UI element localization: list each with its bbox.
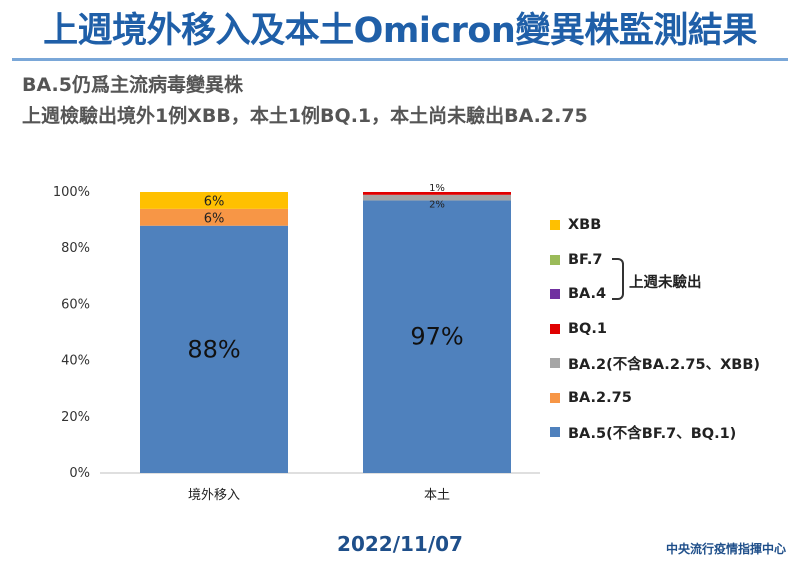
source-agency: 中央流行疫情指揮中心 xyxy=(665,542,786,556)
legend-bracket-label: 上週未驗出 xyxy=(629,275,702,291)
subtitle-detail: 上週檢驗出境外1例XBB，本土1例BQ.1，本土尚未驗出BA.2.75 xyxy=(22,105,588,127)
x-category-label: 本土 xyxy=(424,488,450,503)
legend-label: BA.2.75 xyxy=(568,389,632,406)
bar-segment-ba-5 xyxy=(363,200,511,473)
legend-swatch xyxy=(550,358,560,368)
legend-swatch xyxy=(550,254,560,265)
data-label: 88% xyxy=(187,335,240,363)
y-tick-label: 20% xyxy=(61,410,90,425)
data-label: 6% xyxy=(204,194,225,209)
legend-swatch xyxy=(550,220,560,230)
legend-bracket xyxy=(612,258,624,300)
legend-item: BA.5(不含BF.7、BQ.1) xyxy=(550,422,736,442)
legend-item: BA.4 xyxy=(550,284,606,304)
y-tick-label: 40% xyxy=(61,354,90,369)
legend-swatch xyxy=(550,289,560,299)
legend-label: BA.5(不含BF.7、BQ.1) xyxy=(568,425,737,442)
legend-swatch xyxy=(550,323,560,334)
bar-segment-xbb xyxy=(140,192,288,209)
y-tick-label: 100% xyxy=(53,185,90,200)
legend-label: BQ.1 xyxy=(568,320,607,337)
page-title: 上週境外移入及本土Omicron變異株監測結果 xyxy=(43,11,757,51)
legend-swatch xyxy=(550,427,560,437)
legend-item: BQ.1 xyxy=(550,319,607,339)
title-divider xyxy=(12,58,788,61)
legend-label: BA.4 xyxy=(568,286,607,302)
data-label: 6% xyxy=(204,211,225,226)
data-label: 2% xyxy=(429,199,445,210)
legend-item: BF.7 xyxy=(550,250,602,270)
data-label: 1% xyxy=(429,183,445,194)
legend-label: XBB xyxy=(568,217,602,233)
y-tick-label: 80% xyxy=(61,241,90,256)
bar-segment-bq-1 xyxy=(363,192,511,195)
legend-label: BA.2(不含BA.2.75、XBB) xyxy=(568,356,761,373)
bar-segment-ba-2-75 xyxy=(140,208,288,226)
legend-item: XBB xyxy=(550,215,601,235)
subtitle-main: BA.5仍爲主流病毒變異株 xyxy=(22,74,243,96)
legend-item: BA.2.75 xyxy=(550,388,632,408)
y-tick-label: 0% xyxy=(69,466,90,481)
x-category-label: 境外移入 xyxy=(188,488,240,503)
data-label: 97% xyxy=(410,323,463,351)
bar-segment-ba-5 xyxy=(140,225,288,473)
bar-segment-ba-2 xyxy=(363,194,511,201)
legend-item: BA.2(不含BA.2.75、XBB) xyxy=(550,353,760,373)
legend-label: BF.7 xyxy=(568,251,603,268)
y-tick-label: 60% xyxy=(61,297,90,312)
report-date: 2022/11/07 xyxy=(337,532,463,556)
legend-swatch xyxy=(550,392,560,403)
